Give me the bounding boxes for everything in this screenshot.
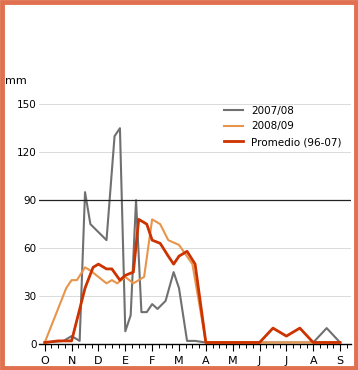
Text: mm: mm bbox=[5, 76, 27, 86]
Legend: 2007/08, 2008/09, Promedio (96-07): 2007/08, 2008/09, Promedio (96-07) bbox=[220, 101, 345, 151]
Text: Régimen  estimado de lluvias en la: Régimen estimado de lluvias en la bbox=[69, 11, 307, 24]
Text: Figura 7.: Figura 7. bbox=[14, 11, 82, 24]
Text: provincia del Mashonaland Central, Zimbabwe: provincia del Mashonaland Central, Zimba… bbox=[14, 51, 324, 64]
